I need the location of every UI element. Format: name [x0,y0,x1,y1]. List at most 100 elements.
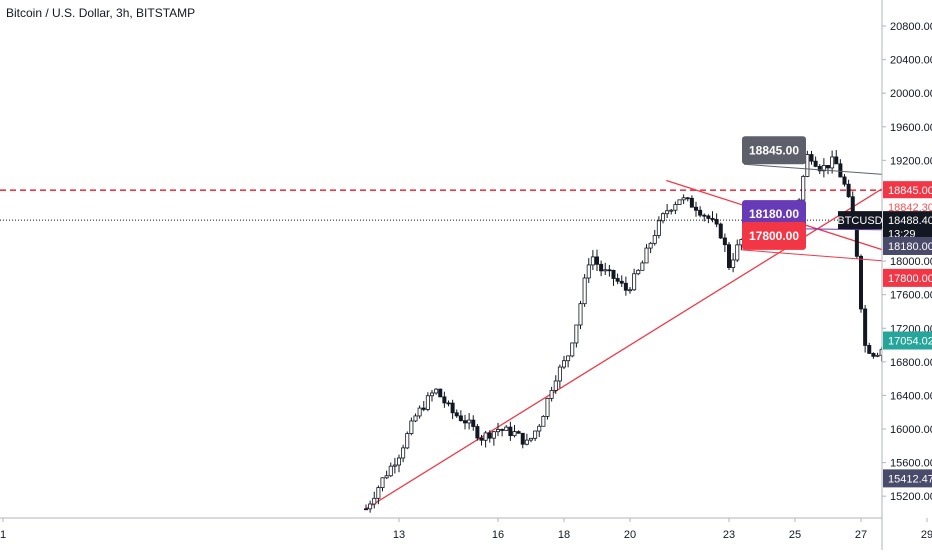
candle-body [363,508,368,511]
candle [574,324,579,348]
candle-body [718,223,723,239]
candle [479,435,484,446]
candle [495,422,500,437]
candle-body [706,215,711,219]
candle [838,159,843,178]
x-tick-label: 20 [624,529,636,541]
candle [615,273,620,285]
candle-body [636,269,641,275]
candle [586,258,591,283]
candle-body [545,397,550,417]
candle-body [628,289,633,292]
candle-body [702,214,707,217]
candle [429,389,434,402]
candle [508,421,513,441]
y-tick-label: 17600.00 [890,290,932,302]
candle [405,431,410,450]
candle [603,262,608,275]
candle-body [425,395,430,410]
candle-body [669,209,674,212]
candle-body [495,429,500,433]
candle [487,430,492,443]
candle [545,397,550,420]
price-badge-text: 18845.00 [888,185,932,197]
symbol-badge-text: BTCUSD [837,215,882,227]
candle [859,254,864,313]
rising-support[interactable] [365,153,932,510]
candle-body [380,477,385,489]
entry-callout-box [742,200,806,229]
candle [801,174,806,205]
candle [524,433,529,446]
candle [578,300,583,330]
candle [380,477,385,492]
candle-body [607,269,612,272]
candle [425,392,430,412]
price-badge-text: 18488.40 [888,215,932,227]
candle [516,430,521,434]
price-badge: 17054.02 [883,331,932,350]
candle [681,194,686,205]
x-tick-label: 27 [855,529,867,541]
candle [652,229,657,246]
candle [722,233,727,252]
candle-body [722,237,727,246]
candle [665,204,670,218]
candle-body [368,503,373,510]
candle [500,428,505,437]
candle-body [681,197,686,201]
candle-body [566,355,571,362]
candle [821,158,826,178]
candle-body [623,282,628,291]
candle [434,388,439,395]
y-tick-label: 20400.00 [890,55,932,67]
y-tick-label: 16000.00 [890,424,932,436]
candle [698,206,703,218]
candle-body [462,420,467,424]
candle-body [562,360,567,368]
candle [549,386,554,402]
candle [805,150,810,178]
entry-callout: 18180.00 [742,200,806,229]
candle [533,430,538,441]
candle-body [599,263,604,272]
y-tick-label: 20000.00 [890,88,932,100]
candle-body [805,154,810,177]
falling-trendline[interactable] [666,179,932,315]
x-tick-label: 25 [789,529,801,541]
price-badge: 15412.47 [883,469,932,488]
candle-body [512,431,517,437]
candle-body [652,235,657,244]
candle [417,405,422,419]
candle [475,424,480,441]
candle-body [665,210,670,215]
candle-body [619,280,624,284]
y-tick-label: 15600.00 [890,458,932,470]
candle [735,239,740,263]
candle [458,410,463,422]
candle [562,355,567,370]
candle-body [842,176,847,185]
candle [628,286,633,294]
candle [462,414,467,430]
candle-body [421,407,426,410]
candle [368,500,373,513]
candle [673,201,678,215]
candle-body [710,218,715,220]
candle-body [471,419,476,427]
candle [636,269,641,276]
candle [689,195,694,208]
candle [817,164,822,175]
y-tick-label: 16400.00 [890,390,932,402]
entry-callout-text: 18180.00 [749,207,799,221]
candle-body [615,278,620,282]
candle [504,425,509,431]
y-tick-label: 19600.00 [890,122,932,134]
candle [834,150,839,165]
candle-body [648,242,653,249]
x-tick-label: 13 [393,529,405,541]
candle [661,212,666,224]
candle-body [689,197,694,208]
candle-body [553,380,558,391]
